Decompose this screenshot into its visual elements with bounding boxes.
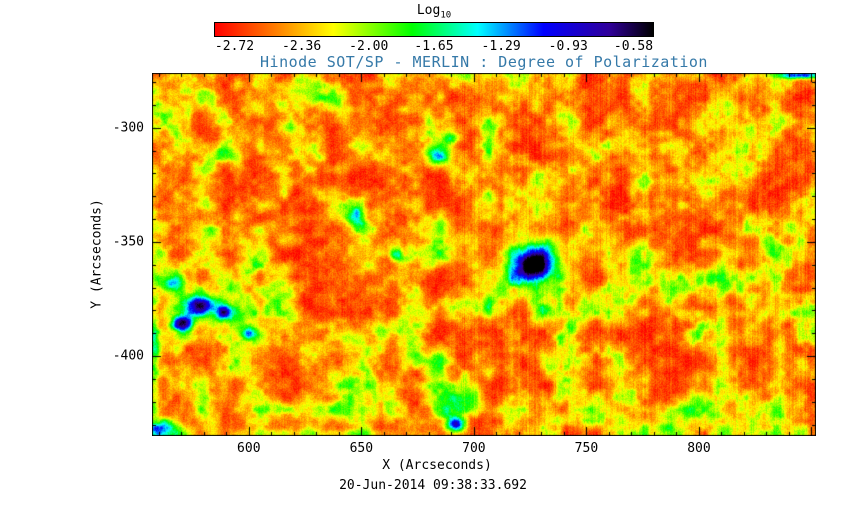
colorbar-gradient [214, 22, 654, 37]
plot-area [152, 73, 816, 436]
y-axis-label: Y (Arcseconds) [89, 199, 105, 309]
y-tick-label: -400 [112, 348, 144, 364]
colorbar-label-subscript: 10 [440, 10, 452, 21]
colorbar-tick-label: -1.29 [481, 39, 521, 54]
colorbar-tick-labels: -2.72 -2.36 -2.00 -1.65 -1.29 -0.93 -0.58 [214, 39, 654, 54]
colorbar-tick-label: -0.93 [548, 39, 588, 54]
timestamp: 20-Jun-2014 09:38:33.692 [339, 478, 527, 493]
x-axis-label: X (Arcseconds) [382, 458, 492, 473]
x-tick-label: 600 [237, 441, 261, 456]
colorbar-tick-label: -2.72 [214, 39, 255, 54]
plot-title: Hinode SOT/SP - MERLIN : Degree of Polar… [260, 53, 708, 71]
heatmap-canvas [152, 73, 816, 436]
y-tick-label: -300 [112, 120, 144, 136]
x-tick-label: 750 [574, 441, 599, 456]
colorbar-title: Log10 [214, 3, 654, 21]
x-tick-label: 650 [349, 441, 374, 456]
colorbar-tick-label: -1.65 [414, 39, 454, 54]
colorbar-tick-label: -0.58 [613, 39, 654, 54]
colorbar-tick-label: -2.36 [282, 39, 322, 54]
y-tick-label: -350 [112, 234, 144, 250]
x-tick-label: 700 [462, 441, 486, 456]
colorbar-label-text: Log [416, 3, 441, 18]
colorbar-tick-label: -2.00 [349, 39, 389, 54]
x-tick-label: 800 [687, 441, 711, 456]
